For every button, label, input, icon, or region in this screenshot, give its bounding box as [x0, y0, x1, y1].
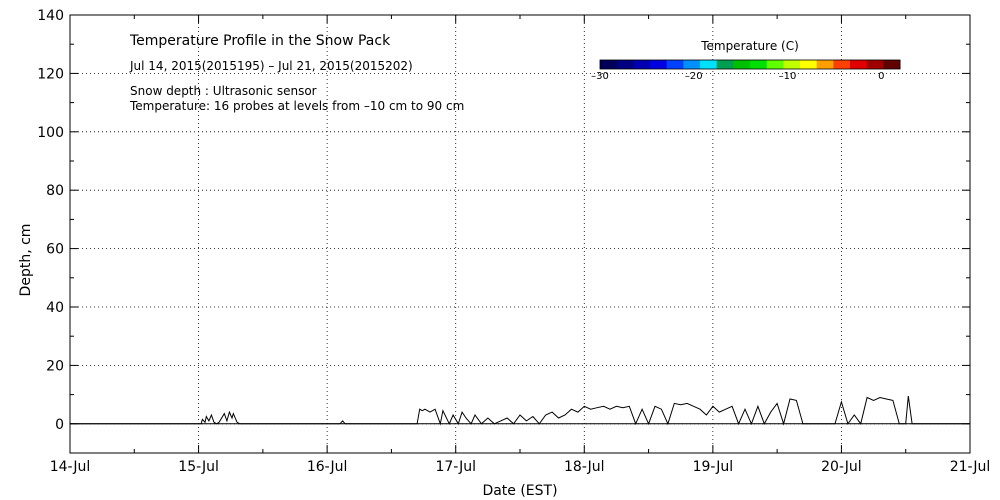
x-tick-label: 20-Jul: [821, 459, 862, 475]
y-tick-label: 40: [46, 300, 64, 316]
colorbar-cell: [783, 60, 801, 69]
colorbar-cell: [716, 60, 734, 69]
note-snow-depth: Snow depth : Ultrasonic sensor: [130, 84, 317, 98]
plot-frame: [69, 14, 971, 454]
colorbar-cell: [600, 60, 618, 69]
y-tick-label: 80: [46, 183, 64, 199]
note-temperature: Temperature: 16 probes at levels from –1…: [129, 99, 464, 113]
y-tick-label: 140: [37, 8, 64, 24]
x-tick-label: 15-Jul: [178, 459, 219, 475]
colorbar-tick-label: –10: [779, 71, 797, 82]
colorbar-cell: [616, 60, 634, 69]
y-axis-label: Depth, cm: [18, 224, 34, 297]
colorbar-cell: [883, 60, 901, 69]
chart-title: Temperature Profile in the Snow Pack: [129, 33, 391, 49]
colorbar-title: Temperature (C): [700, 39, 799, 53]
colorbar-cell: [733, 60, 751, 69]
colorbar-cell: [800, 60, 818, 69]
colorbar-cell: [766, 60, 784, 69]
x-tick-label: 19-Jul: [693, 459, 734, 475]
y-tick-label: 20: [46, 358, 64, 374]
colorbar-cell: [683, 60, 701, 69]
x-tick-label: 21-Jul: [950, 459, 991, 475]
x-tick-label: 18-Jul: [564, 459, 605, 475]
colorbar-cell: [666, 60, 684, 69]
axes: 0 20 40 60 80 100 120 140 14-Jul 15-Jul 16-Jul 17-J…: [37, 8, 990, 475]
series-layer: [70, 396, 970, 426]
y-tick-label: 100: [37, 125, 64, 141]
colorbar-tick-label: –30: [591, 71, 609, 82]
y-tick-label: 0: [55, 417, 64, 433]
colorbar-cell: [650, 60, 668, 69]
y-tick-label: 120: [37, 66, 64, 82]
colorbar-cell: [633, 60, 651, 69]
snow-depth-series-line: [70, 396, 970, 426]
colorbar-cell: [833, 60, 851, 69]
x-axis-label: Date (EST): [482, 483, 557, 499]
colorbar-cell: [700, 60, 718, 69]
chart-subtitle: Jul 14, 2015(2015195) – Jul 21, 2015(201…: [129, 59, 413, 73]
colorbar-cell: [750, 60, 768, 69]
x-tick-label: 17-Jul: [435, 459, 476, 475]
x-tick-label: 16-Jul: [307, 459, 348, 475]
colorbar-frame: [599, 59, 901, 70]
colorbar-tick-label: –20: [685, 71, 703, 82]
grid-lines: [70, 15, 970, 453]
colorbar-tick-label: 0: [878, 71, 884, 82]
y-tick-label: 60: [46, 242, 64, 258]
colorbar-cell: [816, 60, 834, 69]
temperature-colorbar: Temperature (C) –30 –20 –10 0: [591, 39, 901, 82]
colorbar-cell: [866, 60, 884, 69]
x-tick-label: 14-Jul: [50, 459, 91, 475]
colorbar-cell: [850, 60, 868, 69]
